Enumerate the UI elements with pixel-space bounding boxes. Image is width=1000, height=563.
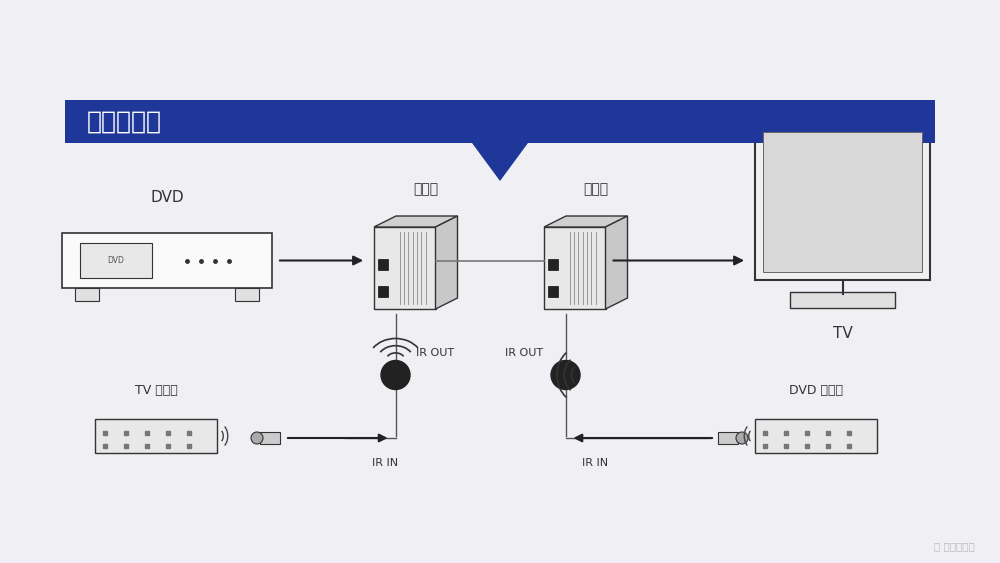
Polygon shape xyxy=(606,216,628,309)
Text: TV: TV xyxy=(833,326,852,341)
FancyBboxPatch shape xyxy=(378,259,388,270)
FancyBboxPatch shape xyxy=(80,243,152,278)
Text: DVD 遥控器: DVD 遥控器 xyxy=(789,384,843,397)
FancyBboxPatch shape xyxy=(718,432,738,444)
FancyBboxPatch shape xyxy=(755,125,930,280)
Text: IR OUT: IR OUT xyxy=(416,348,454,358)
FancyBboxPatch shape xyxy=(65,100,935,143)
Polygon shape xyxy=(374,216,458,227)
Polygon shape xyxy=(436,216,458,309)
Text: IR OUT: IR OUT xyxy=(505,348,544,358)
Circle shape xyxy=(736,432,748,444)
FancyBboxPatch shape xyxy=(548,259,558,270)
Polygon shape xyxy=(544,227,606,309)
Text: IR IN: IR IN xyxy=(372,458,399,468)
FancyBboxPatch shape xyxy=(260,432,280,444)
FancyBboxPatch shape xyxy=(790,292,895,308)
FancyBboxPatch shape xyxy=(378,286,388,297)
Circle shape xyxy=(551,360,580,390)
FancyBboxPatch shape xyxy=(235,288,259,301)
FancyBboxPatch shape xyxy=(763,132,922,272)
Circle shape xyxy=(251,432,263,444)
FancyBboxPatch shape xyxy=(755,419,877,453)
FancyBboxPatch shape xyxy=(95,419,217,453)
FancyBboxPatch shape xyxy=(62,233,272,288)
Circle shape xyxy=(381,360,410,390)
Polygon shape xyxy=(544,216,628,227)
Text: 接收端: 接收端 xyxy=(583,182,609,196)
Text: 值 什么值得买: 值 什么值得买 xyxy=(934,541,975,551)
Text: IR IN: IR IN xyxy=(582,458,609,468)
Polygon shape xyxy=(472,143,528,181)
Text: 连接示意图: 连接示意图 xyxy=(87,109,162,133)
Text: DVD: DVD xyxy=(108,256,124,265)
Text: TV 遥控器: TV 遥控器 xyxy=(135,384,177,397)
Text: 发射端: 发射端 xyxy=(413,182,439,196)
FancyBboxPatch shape xyxy=(75,288,99,301)
FancyBboxPatch shape xyxy=(548,286,558,297)
Polygon shape xyxy=(374,227,436,309)
Text: DVD: DVD xyxy=(150,190,184,205)
